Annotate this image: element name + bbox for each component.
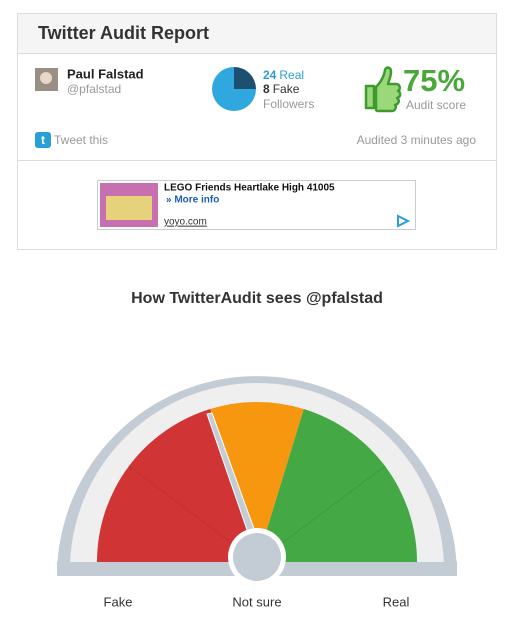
fake-label: Fake [273, 82, 300, 96]
profile-handle: @pfalstad [67, 82, 121, 96]
card-header [17, 13, 497, 54]
thumb-icon [364, 66, 402, 113]
pie-fake [234, 67, 256, 89]
gauge-hub [233, 533, 281, 581]
gauge-unsure [210, 402, 304, 562]
report-title: Twitter Audit Report [38, 23, 209, 43]
ad-url[interactable]: yoyo.com [164, 217, 207, 228]
gauge-fake [97, 409, 257, 562]
score-caption: Audit score [406, 98, 466, 112]
gauge-title: How TwitterAudit sees @pfalstad [131, 290, 383, 307]
avatar-face [40, 72, 52, 84]
ad-image-detail [106, 196, 152, 220]
followers-caption: Followers [263, 97, 314, 111]
gauge-label: Real [383, 594, 410, 609]
twitter-icon[interactable] [35, 132, 51, 148]
gauge-real [257, 409, 417, 562]
real-label: Real [279, 68, 304, 82]
tweet-link[interactable]: Tweet this [54, 133, 108, 147]
audit-score: 75% [403, 63, 465, 98]
profile-name[interactable]: Paul Falstad [67, 66, 144, 81]
real-count: 24 [263, 68, 277, 82]
gauge-label: Not sure [232, 594, 281, 609]
fake-count: 8 [263, 82, 270, 96]
twitter-glyph: t [41, 133, 45, 147]
gauge-label: Fake [104, 594, 133, 609]
ad-more[interactable]: » More info [166, 195, 219, 206]
ad-title[interactable]: LEGO Friends Heartlake High 41005 [164, 183, 335, 194]
audited-time: Audited 3 minutes ago [357, 133, 477, 147]
pie-real [212, 67, 256, 111]
ad-choice[interactable] [397, 214, 411, 228]
